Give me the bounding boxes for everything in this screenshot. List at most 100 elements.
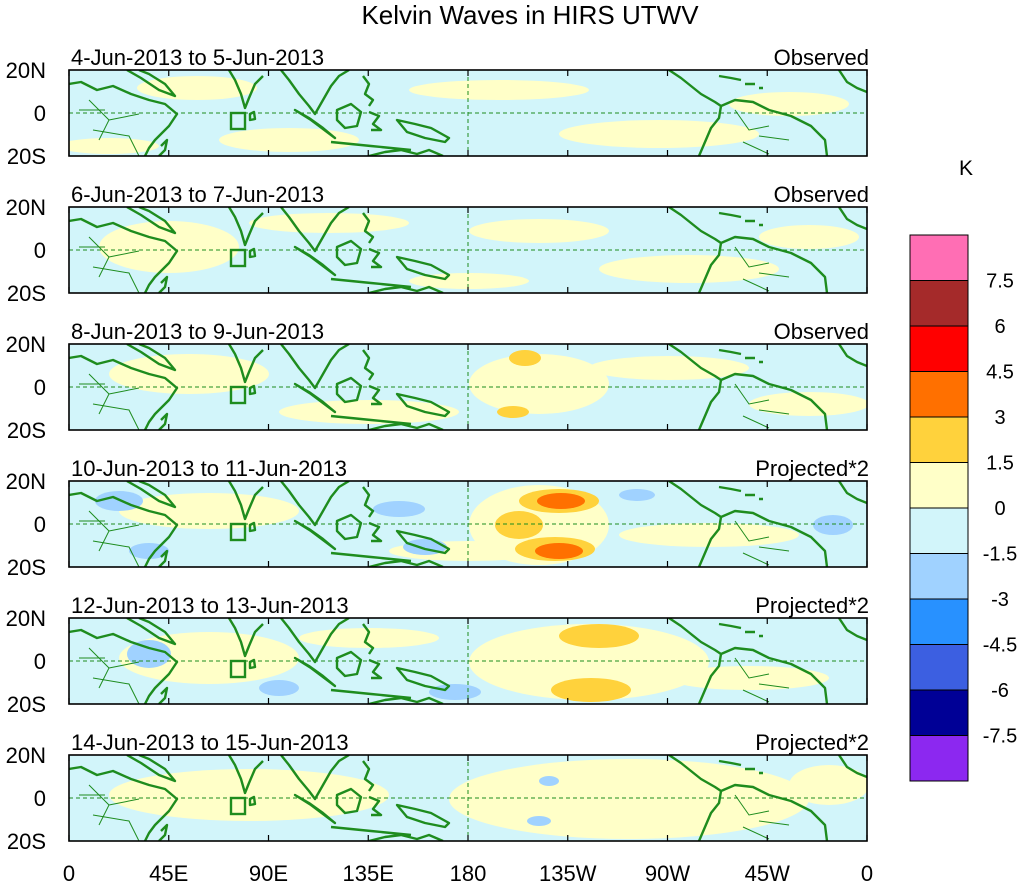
coastline — [330, 277, 412, 289]
latitude-label: 20S — [7, 144, 46, 169]
colorbar-label: -3 — [991, 589, 1009, 611]
coastline — [838, 344, 867, 368]
longitude-axis-labels: 0 45E 90E 135E 180 135W 90W 45W 0 — [63, 861, 873, 886]
coastline — [395, 666, 451, 692]
map-panel: 4-Jun-2013 to 5-Jun-2013 Observed 20N 0 20S — [6, 45, 869, 169]
anomaly-contour — [495, 511, 543, 539]
coastline — [368, 247, 383, 269]
coastline — [227, 481, 264, 521]
coastline — [280, 481, 350, 527]
colorbar-swatch — [909, 507, 969, 554]
map-panel: 14-Jun-2013 to 15-Jun-2013 Projected*2 20N… — [6, 730, 869, 854]
coastline — [720, 646, 829, 704]
anomaly-contour — [729, 92, 849, 116]
coastline — [668, 755, 722, 792]
map-panel: 12-Jun-2013 to 13-Jun-2013 Projected*2 20N… — [6, 593, 869, 717]
coastline — [227, 618, 264, 658]
coastline — [718, 759, 763, 775]
anomaly-contour — [749, 392, 867, 416]
coastline — [368, 521, 383, 543]
panel-date-range: 14-Jun-2013 to 15-Jun-2013 — [71, 730, 349, 755]
coastline — [368, 559, 444, 567]
panel-date-range: 10-Jun-2013 to 11-Jun-2013 — [71, 456, 347, 481]
coastline — [330, 825, 412, 837]
anomaly-contour — [469, 624, 709, 700]
coastline — [126, 618, 177, 646]
colorbar-label: 0 — [994, 498, 1005, 520]
colorbar-swatch — [909, 325, 969, 372]
reference-box — [229, 796, 247, 816]
coastline — [158, 138, 169, 156]
latitude-label: 0 — [34, 375, 46, 400]
colorbar-label: 4.5 — [986, 362, 1014, 384]
colorbar-swatch — [909, 553, 969, 600]
coastline — [69, 765, 179, 841]
coastline — [838, 207, 867, 231]
anomaly-contour — [299, 628, 439, 648]
coastline — [720, 509, 829, 567]
latitude-label: 20S — [7, 555, 46, 580]
coastline — [227, 344, 264, 384]
coastline — [330, 688, 412, 700]
coastline — [126, 207, 177, 235]
coastline — [248, 110, 257, 122]
coastline — [280, 70, 350, 116]
panel-mode-label: Observed — [774, 319, 869, 344]
longitude-label: 90W — [645, 861, 690, 886]
anomaly-contour — [373, 501, 425, 517]
longitude-label: 135W — [539, 861, 597, 886]
coastline — [248, 795, 257, 807]
coastline — [368, 795, 383, 817]
coastline — [720, 235, 829, 293]
coastline — [280, 207, 350, 253]
colorbar-label: 6 — [994, 316, 1005, 338]
coastline — [838, 481, 867, 505]
map-panel: 8-Jun-2013 to 9-Jun-2013 Observed 20N 0 20S — [6, 319, 869, 443]
country-border — [79, 373, 140, 430]
anomaly-contour — [219, 128, 359, 152]
colorbar-swatch — [909, 689, 969, 736]
coastline — [248, 384, 257, 396]
coastline — [368, 422, 444, 430]
country-border — [734, 383, 790, 429]
coastline — [395, 803, 451, 829]
coastline — [69, 491, 179, 567]
coastline — [293, 656, 337, 688]
coastline — [227, 207, 264, 247]
panel-date-range: 6-Jun-2013 to 7-Jun-2013 — [71, 182, 324, 207]
coastline — [280, 344, 350, 390]
coastline — [69, 354, 179, 430]
country-border — [79, 647, 140, 704]
anomaly-contour — [551, 678, 631, 702]
coastline — [368, 148, 444, 156]
longitude-label: 90E — [249, 861, 288, 886]
anomaly-contour — [279, 400, 459, 424]
panel-date-range: 12-Jun-2013 to 13-Jun-2013 — [71, 593, 349, 618]
longitude-label: 0 — [861, 861, 873, 886]
anomaly-map — [68, 206, 868, 294]
anomaly-contour — [619, 489, 655, 501]
coastline — [368, 696, 444, 704]
colorbar-label: 7.5 — [986, 271, 1014, 293]
coastline — [158, 823, 169, 841]
coastline — [293, 793, 337, 825]
latitude-label: 20N — [6, 58, 46, 83]
anomaly-map — [68, 69, 868, 157]
colorbar-labels: 7.5 6 4.5 3 1.5 0 -1.5 -3 -4.5 -6 -7.5 — [983, 271, 1017, 748]
reference-box — [229, 111, 247, 131]
coastline — [335, 239, 363, 267]
coastline — [718, 622, 763, 638]
coastline — [248, 521, 257, 533]
anomaly-contour — [537, 493, 585, 509]
coastline — [697, 105, 723, 156]
colorbar-label: -6 — [991, 680, 1009, 702]
coastline — [718, 74, 763, 90]
coastline — [697, 379, 723, 430]
panel-mode-label: Projected*2 — [755, 730, 869, 755]
coastline — [697, 242, 723, 293]
longitude-label: 45E — [149, 861, 188, 886]
colorbar: K 7.5 6 4.5 3 1.5 0 -1.5 -3 -4.5 -6 -7.5 — [909, 157, 1017, 782]
anomaly-contour — [509, 350, 541, 366]
anomaly-contour — [99, 221, 239, 273]
